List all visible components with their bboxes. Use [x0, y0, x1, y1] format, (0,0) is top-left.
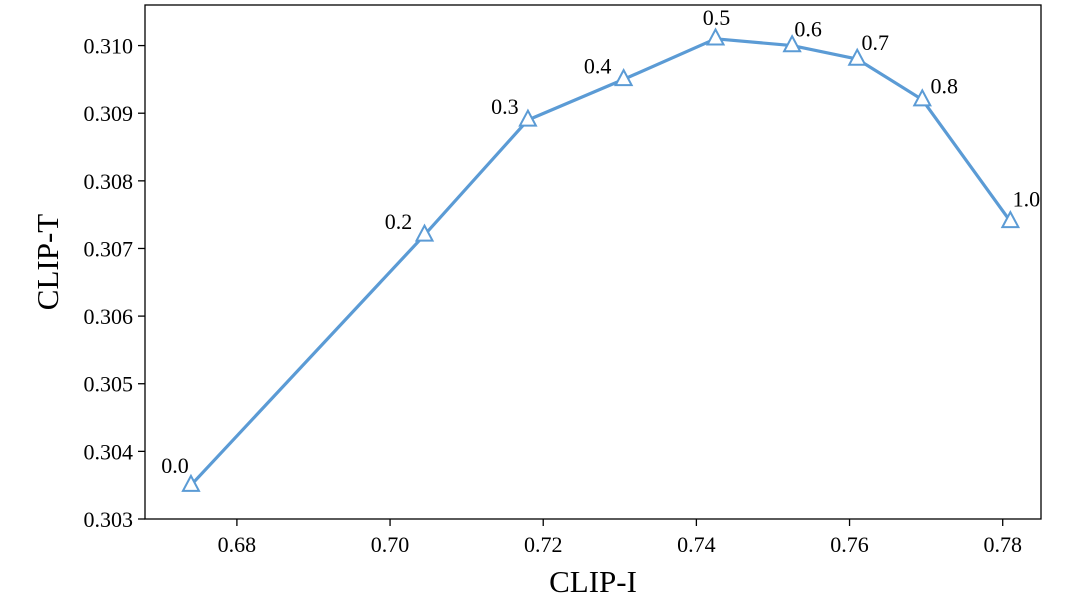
data-point-label: 0.5	[703, 5, 731, 30]
data-point-marker	[912, 88, 932, 107]
y-tick-label: 0.306	[84, 304, 134, 329]
y-tick-label: 0.308	[84, 169, 134, 194]
x-axis-ticks: 0.68 0.70 0.72 0.74 0.76 0.78	[218, 519, 1022, 557]
y-tick-label: 0.304	[84, 439, 134, 464]
data-point-label: 0.0	[161, 453, 189, 478]
x-tick-label: 0.76	[830, 532, 869, 557]
data-point-marker	[181, 473, 201, 492]
data-point-marker	[847, 47, 867, 66]
plot-area-frame	[144, 4, 1042, 520]
data-point-label: 1.0	[1013, 186, 1041, 211]
y-tick-label: 0.303	[84, 507, 134, 532]
y-axis-ticks: 0.303 0.304 0.305 0.306 0.307 0.308 0.309 0.310	[84, 34, 145, 532]
y-tick-label: 0.310	[84, 34, 134, 59]
y-tick-label: 0.305	[84, 372, 134, 397]
data-point-label: 0.2	[385, 209, 413, 234]
x-tick-label: 0.72	[524, 532, 563, 557]
point-labels: 0.0 0.2 0.3 0.4 0.5 0.6 0.7 0.8 1.0	[161, 5, 1040, 478]
series-line	[189, 37, 1012, 487]
data-point-label: 0.3	[491, 94, 519, 119]
series-layer	[181, 27, 1021, 492]
data-point-marker	[782, 34, 802, 53]
data-point-label: 0.7	[861, 30, 889, 55]
x-axis-title: CLIP-I	[549, 564, 637, 599]
data-point-marker	[705, 27, 726, 46]
data-point-label: 0.4	[584, 53, 612, 78]
data-point-marker	[518, 108, 538, 127]
x-tick-label: 0.68	[218, 532, 257, 557]
x-tick-label: 0.70	[371, 532, 410, 557]
y-tick-label: 0.309	[84, 101, 134, 126]
y-tick-label: 0.307	[84, 236, 134, 261]
y-axis-title: CLIP-T	[30, 214, 65, 311]
data-point-marker	[414, 223, 435, 242]
data-point-label: 0.6	[794, 17, 822, 42]
x-tick-label: 0.78	[983, 532, 1022, 557]
data-point-marker	[613, 67, 634, 87]
x-tick-label: 0.74	[677, 532, 716, 557]
data-point-label: 0.8	[931, 74, 959, 99]
data-point-marker	[1000, 209, 1021, 229]
